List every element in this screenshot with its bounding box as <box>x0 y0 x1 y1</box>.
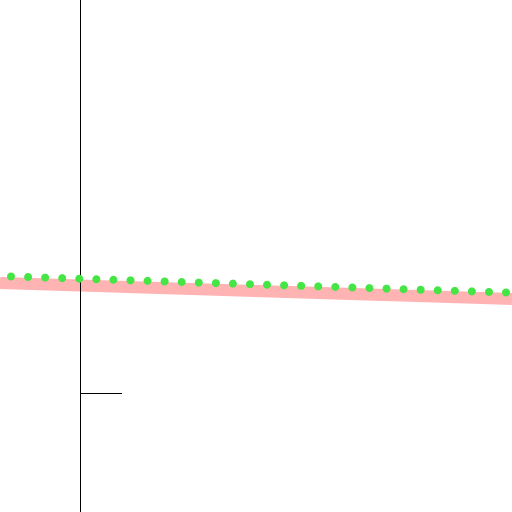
dot <box>348 283 357 292</box>
dot <box>41 273 50 282</box>
dot <box>450 286 459 295</box>
dot <box>280 281 289 290</box>
dot <box>126 276 135 285</box>
dot-row <box>7 272 510 297</box>
dot <box>399 285 408 294</box>
dot <box>484 287 493 296</box>
dot <box>177 278 186 287</box>
dot <box>109 275 118 284</box>
dot <box>245 280 254 289</box>
dot <box>416 285 425 294</box>
dot <box>92 275 101 284</box>
dot <box>467 287 476 296</box>
dot <box>7 272 15 281</box>
dot <box>433 286 442 295</box>
pink-band <box>0 277 512 305</box>
dot <box>314 282 323 291</box>
dot <box>75 274 84 283</box>
dot <box>297 281 306 290</box>
dot <box>382 284 391 293</box>
dot <box>160 277 169 286</box>
dot <box>365 284 374 293</box>
dot <box>194 278 203 287</box>
dot <box>331 282 340 291</box>
dot <box>502 288 510 297</box>
dot <box>143 276 152 285</box>
dot <box>263 280 272 289</box>
dot <box>24 273 33 282</box>
dot <box>211 279 220 288</box>
dot <box>58 274 67 283</box>
dot <box>228 279 237 288</box>
